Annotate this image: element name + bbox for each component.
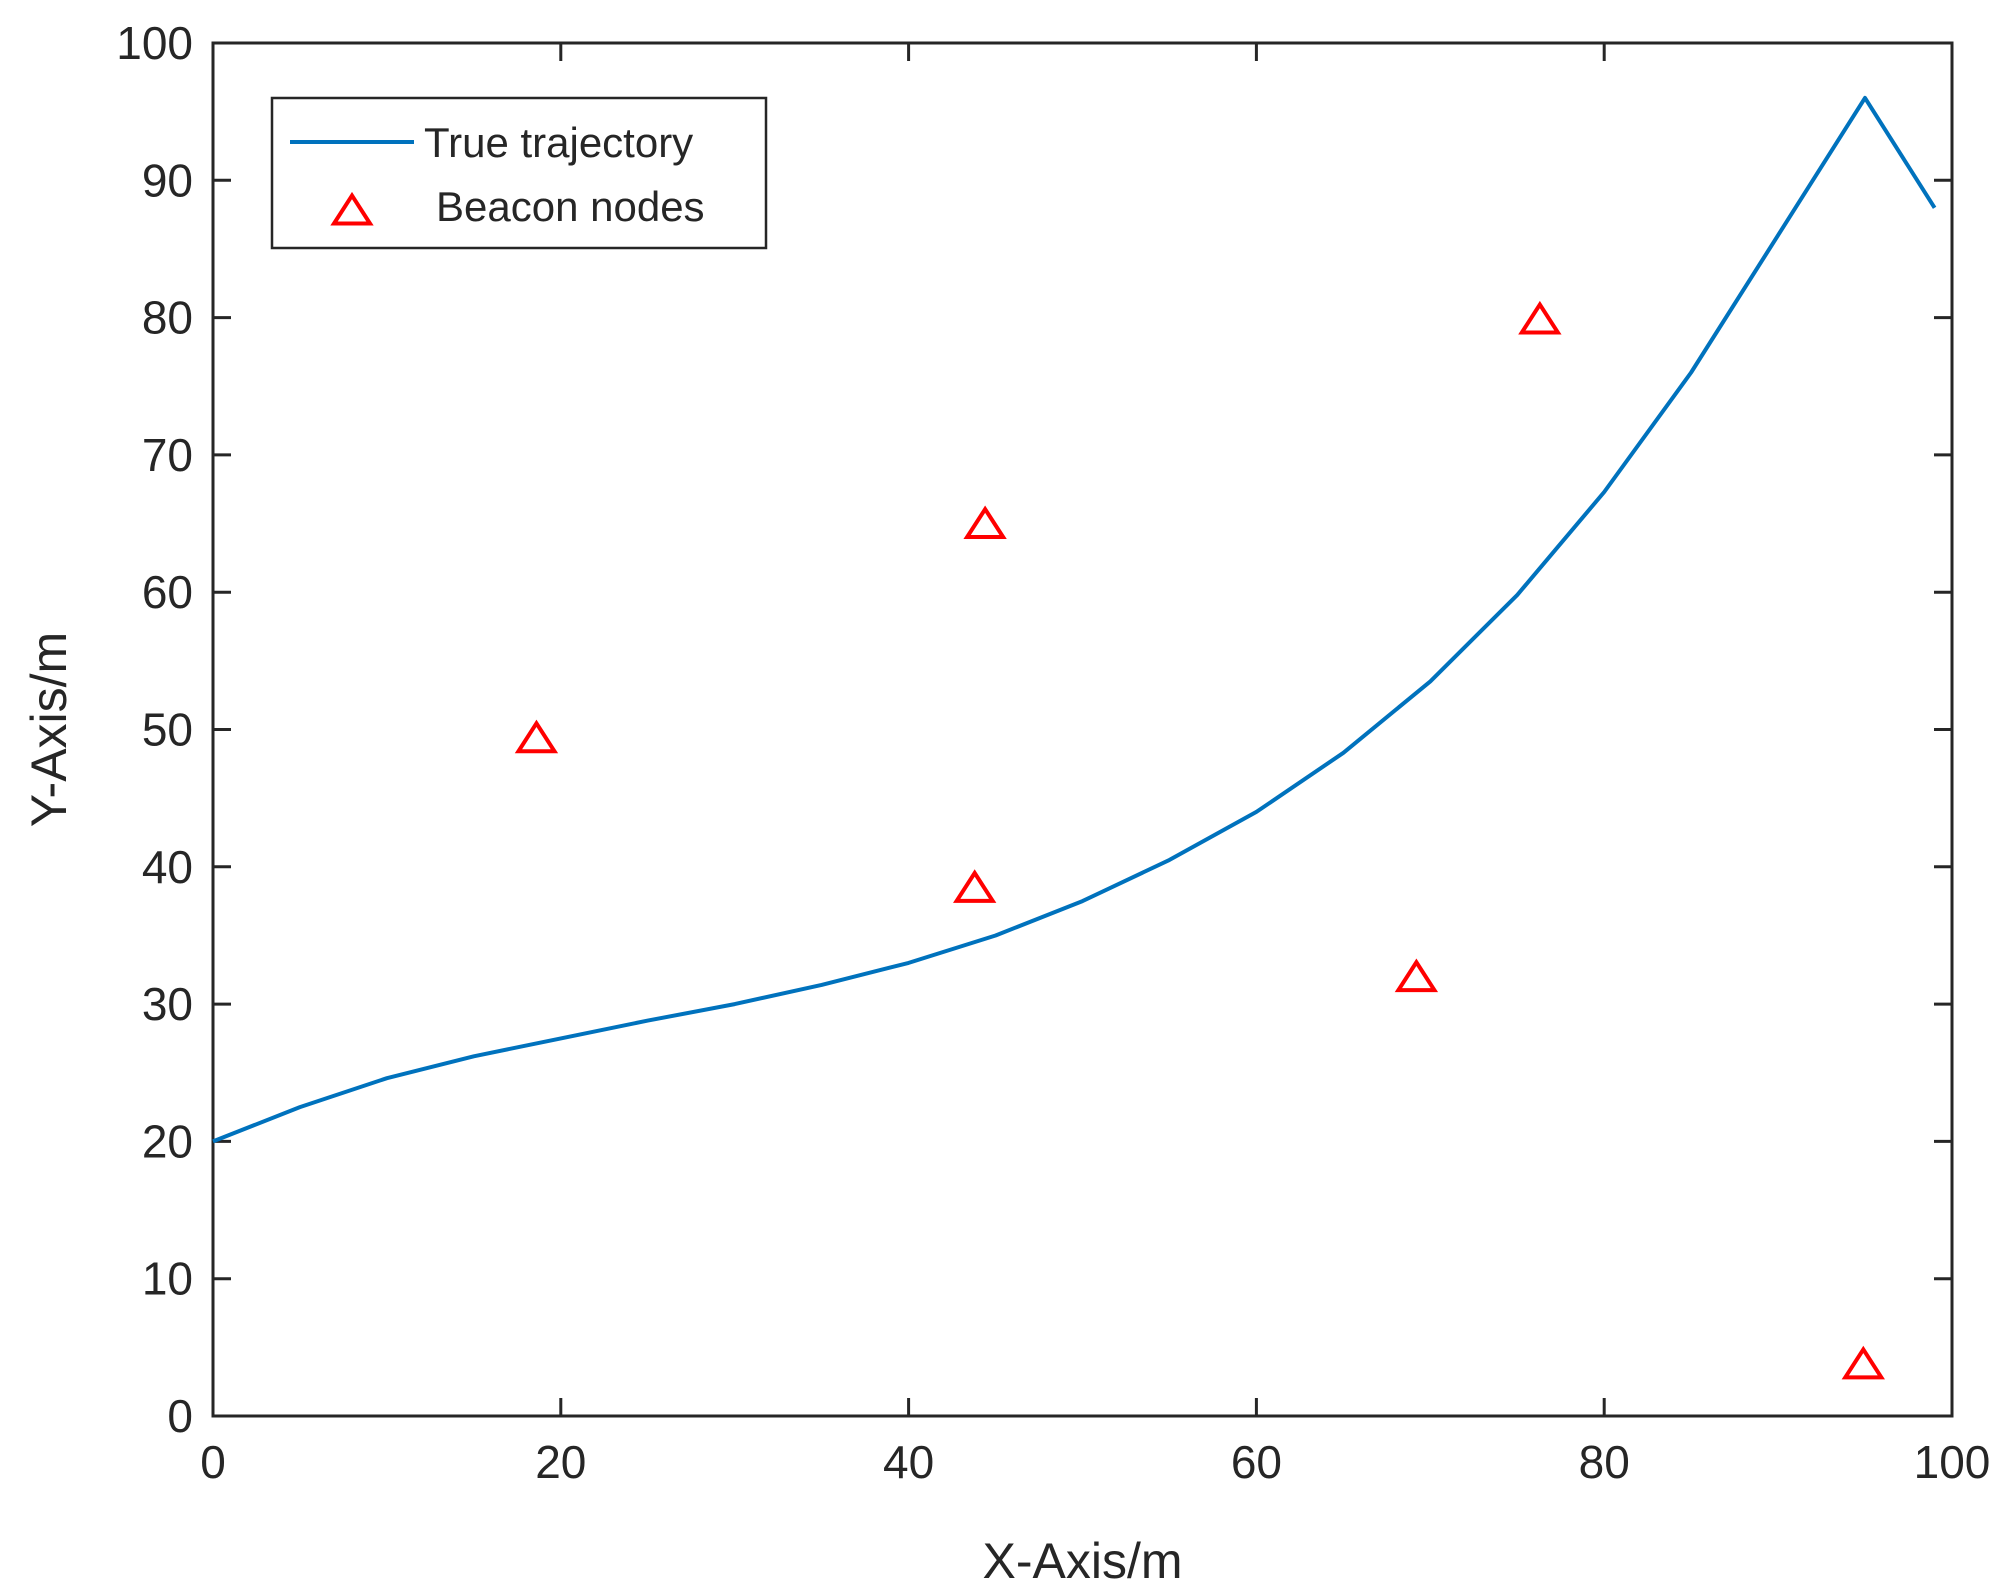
x-tick-label: 40: [883, 1436, 934, 1488]
true-trajectory-line: [212, 95, 1937, 1144]
beacon-node-marker: [1841, 1345, 1885, 1380]
beacon-node-marker: [963, 505, 1007, 540]
x-axis-title: X-Axis/m: [983, 1533, 1183, 1588]
legend-label: True trajectory: [424, 119, 693, 166]
y-tick-label: 20: [142, 1115, 193, 1167]
x-tick-label: 80: [1579, 1436, 1630, 1488]
y-tick-label: 60: [142, 566, 193, 618]
y-tick-label: 100: [116, 17, 193, 69]
x-tick-label: 20: [535, 1436, 586, 1488]
plot-area: [212, 95, 1937, 1380]
y-tick-label: 10: [142, 1253, 193, 1305]
y-tick-label: 50: [142, 704, 193, 756]
y-tick-label: 90: [142, 154, 193, 206]
y-tick-label: 40: [142, 841, 193, 893]
y-axis-title: Y-Axis/m: [21, 632, 77, 827]
x-tick-label: 60: [1231, 1436, 1282, 1488]
y-tick-label: 80: [142, 292, 193, 344]
beacon-node-marker: [1394, 958, 1439, 993]
x-tick-label: 100: [1914, 1436, 1991, 1488]
x-tick-label: 0: [200, 1436, 226, 1488]
beacon-node-marker: [953, 869, 997, 903]
y-tick-label: 0: [167, 1390, 193, 1442]
beacon-node-marker: [1518, 300, 1562, 335]
y-tick-label: 30: [142, 978, 193, 1030]
legend-label: Beacon nodes: [436, 183, 705, 230]
legend-triangle-swatch: [330, 191, 374, 226]
axes: 0 20 40 60 80 100 0 10 20 30 40 50 60 70 80 90 100: [116, 17, 1990, 1488]
beacon-node-marker: [514, 719, 559, 754]
legend: True trajectory Beacon nodes: [270, 96, 768, 250]
y-tick-label: 70: [142, 429, 193, 481]
